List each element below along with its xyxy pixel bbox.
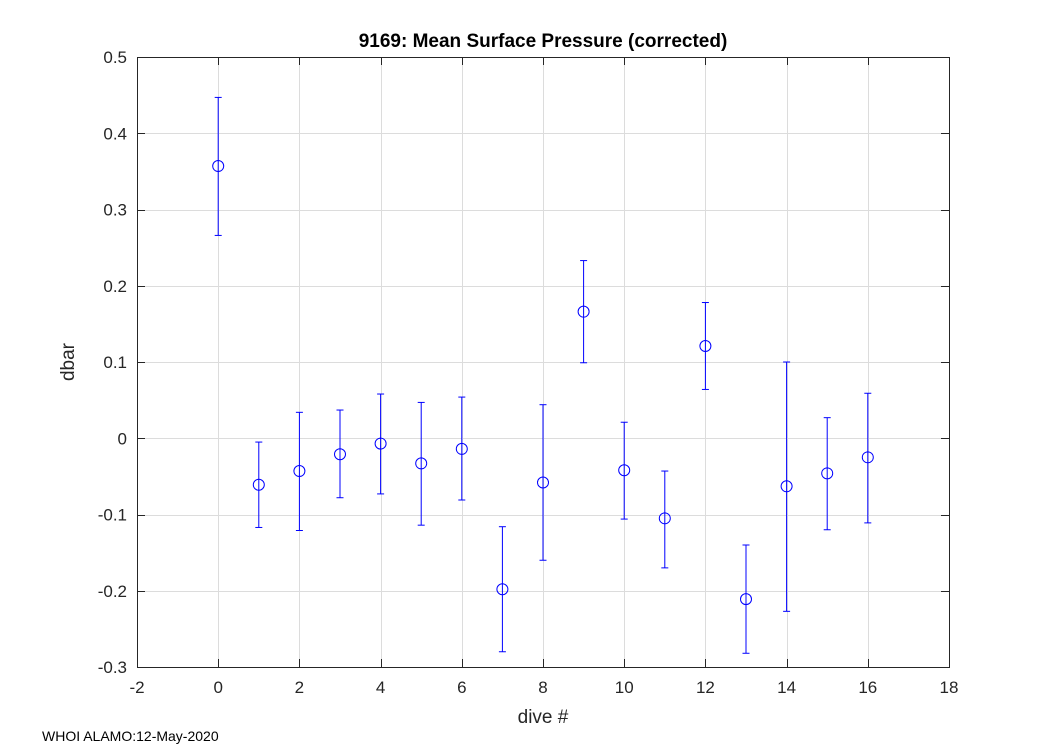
marker-circle [699,339,712,352]
marker-circle [496,583,509,596]
x-tick-label: 0 [213,678,222,697]
y-tick-label: 0.2 [103,277,127,296]
data-point-13 [740,544,752,654]
data-point-4 [374,393,387,495]
marker-circle [293,465,306,478]
y-tick-label: 0 [118,429,127,448]
marker-circle [334,448,346,461]
marker-circle [821,467,834,480]
marker-circle [415,457,428,470]
x-tick-label: 18 [940,678,959,697]
y-tick-label: -0.3 [98,658,127,677]
y-tick-label: 0.1 [103,353,127,372]
ticks: -2 0 2 4 6 8 10 12 14 16 18 -0.3 -0.2 -0.1 0 0.1 0.2 0.3 0… [98,48,959,697]
y-tick-label: 0.4 [103,124,127,143]
x-tick-label: 12 [696,678,715,697]
marker-circle [861,451,874,464]
data-point-1 [252,441,265,528]
x-tick-label: 2 [295,678,304,697]
data-point-7 [496,526,509,653]
data-points [212,96,874,654]
marker-circle [740,593,752,606]
marker-circle [252,478,265,491]
x-tick-label: -2 [129,678,144,697]
data-point-9 [577,260,590,364]
footer-text: WHOI ALAMO:12-May-2020 [42,728,219,744]
data-point-6 [455,396,468,501]
data-point-3 [334,409,346,499]
y-axis-label: dbar [58,342,79,381]
data-point-12 [699,302,712,390]
y-tick-label: 0.3 [103,201,127,220]
data-point-2 [293,411,306,532]
x-tick-label: 14 [777,678,796,697]
marker-circle [577,305,590,318]
data-point-5 [415,401,428,526]
data-point-8 [537,404,549,561]
y-tick-label: -0.2 [98,582,127,601]
data-point-11 [658,470,671,569]
marker-circle [658,512,671,525]
chart-title: 9169: Mean Surface Pressure (corrected) [359,31,728,52]
y-tick-label: 0.5 [103,48,127,67]
marker-circle [537,476,549,489]
x-tick-label: 16 [858,678,877,697]
data-point-0 [212,96,225,236]
x-tick-label: 6 [457,678,466,697]
marker-circle [780,480,793,493]
data-point-10 [618,421,631,520]
x-tick-label: 8 [538,678,547,697]
y-tick-label: -0.1 [98,506,127,525]
x-axis-label: dive # [518,707,569,728]
marker-circle [374,437,387,450]
data-point-14 [780,361,793,612]
x-tick-label: 10 [615,678,634,697]
marker-circle [455,442,468,455]
data-point-16 [861,392,874,524]
marker-circle [212,160,225,173]
x-tick-label: 4 [376,678,385,697]
data-point-15 [821,417,834,531]
marker-circle [618,464,631,477]
